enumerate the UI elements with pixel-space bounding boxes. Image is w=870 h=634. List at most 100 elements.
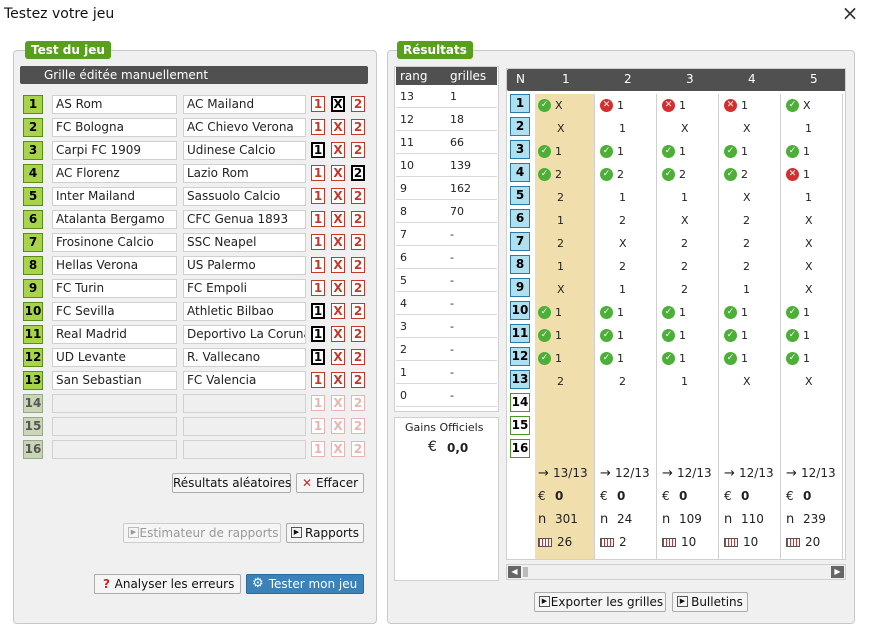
choice-box-x[interactable]: X <box>331 257 345 273</box>
choice-box-1[interactable]: 1 <box>311 349 325 365</box>
choice-box-2[interactable]: 2 <box>351 234 365 250</box>
choice-box-x[interactable]: X <box>331 372 345 388</box>
choice-box-1[interactable]: 1 <box>311 395 325 411</box>
choice-box-1[interactable]: 1 <box>311 142 325 158</box>
away-team-field[interactable]: FC Valencia <box>183 371 306 390</box>
away-team-field[interactable] <box>183 440 306 459</box>
away-team-field[interactable] <box>183 394 306 413</box>
away-team-field[interactable]: Lazio Rom <box>183 164 306 183</box>
away-team-field[interactable]: AC Chievo Verona <box>183 118 306 137</box>
away-team-field[interactable]: FC Empoli <box>183 279 306 298</box>
choice-box-x[interactable]: X <box>331 119 345 135</box>
away-team-field[interactable]: Sassuolo Calcio <box>183 187 306 206</box>
choice-box-1[interactable]: 1 <box>311 280 325 296</box>
choice-box-2[interactable]: 2 <box>351 96 365 112</box>
scroll-thumb[interactable] <box>523 567 528 577</box>
estimator-label: Estimateur de rapports <box>139 526 279 540</box>
choice-box-x[interactable]: X <box>331 142 345 158</box>
choice-box-x[interactable]: X <box>331 326 345 342</box>
choice-box-1[interactable]: 1 <box>311 418 325 434</box>
choice-box-2[interactable]: 2 <box>351 395 365 411</box>
home-team-field[interactable]: Hellas Verona <box>52 256 177 275</box>
choice-box-x[interactable]: X <box>331 188 345 204</box>
choice-box-1[interactable]: 1 <box>311 441 325 457</box>
away-team-field[interactable]: CFC Genua 1893 <box>183 210 306 229</box>
choice-box-2[interactable]: 2 <box>351 165 365 181</box>
home-team-field[interactable]: Atalanta Bergamo <box>52 210 177 229</box>
gains-label: Gains Officiels <box>405 421 484 434</box>
choice-box-1[interactable]: 1 <box>311 211 325 227</box>
clear-button[interactable]: ✕ Effacer <box>296 473 364 493</box>
choice-box-1[interactable]: 1 <box>311 303 325 319</box>
home-team-field[interactable] <box>52 417 177 436</box>
home-team-field[interactable]: Frosinone Calcio <box>52 233 177 252</box>
home-team-field[interactable] <box>52 440 177 459</box>
choice-box-1[interactable]: 1 <box>311 372 325 388</box>
away-team-field[interactable]: US Palermo <box>183 256 306 275</box>
choice-box-x[interactable]: X <box>331 211 345 227</box>
choice-box-x[interactable]: X <box>331 418 345 434</box>
home-team-field[interactable]: AS Rom <box>52 95 177 114</box>
choice-box-2[interactable]: 2 <box>351 142 365 158</box>
scroll-right-icon[interactable]: ▶ <box>831 566 844 578</box>
choice-box-x[interactable]: X <box>331 165 345 181</box>
home-team-field[interactable] <box>52 394 177 413</box>
choice-box-2[interactable]: 2 <box>351 257 365 273</box>
choice-box-x[interactable]: X <box>331 234 345 250</box>
choice-box-2[interactable]: 2 <box>351 418 365 434</box>
home-team-field[interactable]: Real Madrid <box>52 325 177 344</box>
away-team-field[interactable] <box>183 417 306 436</box>
choice-box-1[interactable]: 1 <box>311 96 325 112</box>
away-team-field[interactable]: Udinese Calcio <box>183 141 306 160</box>
home-team-field[interactable]: FC Turin <box>52 279 177 298</box>
choice-box-1[interactable]: 1 <box>311 165 325 181</box>
away-team-field[interactable]: Athletic Bilbao <box>183 302 306 321</box>
home-team-field[interactable]: Inter Mailand <box>52 187 177 206</box>
choice-box-2[interactable]: 2 <box>351 303 365 319</box>
bulletins-button[interactable]: ▶ Bulletins <box>672 592 748 612</box>
grid-cell: 1 <box>535 209 595 232</box>
choice-box-x[interactable]: X <box>331 280 345 296</box>
choice-box-x[interactable]: X <box>331 303 345 319</box>
choice-box-2[interactable]: 2 <box>351 349 365 365</box>
n-stat: n 301 <box>535 508 595 531</box>
horizontal-scrollbar[interactable]: ◀ ▶ <box>506 564 846 580</box>
estimator-button[interactable]: ▶ Estimateur de rapports <box>123 523 281 543</box>
choice-box-2[interactable]: 2 <box>351 211 365 227</box>
choice-box-x[interactable]: X <box>331 349 345 365</box>
choice-box-1[interactable]: 1 <box>311 257 325 273</box>
choice-box-1[interactable]: 1 <box>311 234 325 250</box>
grid-count: 162 <box>450 182 471 195</box>
export-grids-button[interactable]: ▶ Exporter les grilles <box>534 592 666 612</box>
home-team-field[interactable]: San Sebastian <box>52 371 177 390</box>
home-team-field[interactable]: FC Sevilla <box>52 302 177 321</box>
test-game-button[interactable]: ⚙ Tester mon jeu <box>246 574 364 594</box>
choice-box-2[interactable]: 2 <box>351 119 365 135</box>
choice-box-2[interactable]: 2 <box>351 326 365 342</box>
away-team-field[interactable]: AC Mailand <box>183 95 306 114</box>
home-team-field[interactable]: AC Florenz <box>52 164 177 183</box>
away-team-field[interactable]: SSC Neapel <box>183 233 306 252</box>
choice-box-2[interactable]: 2 <box>351 188 365 204</box>
home-team-field[interactable]: Carpi FC 1909 <box>52 141 177 160</box>
choice-box-x[interactable]: X <box>331 441 345 457</box>
choice-box-x[interactable]: X <box>331 395 345 411</box>
reports-button[interactable]: ▶ Rapports <box>286 523 364 543</box>
close-icon[interactable]: × <box>841 1 859 25</box>
random-results-button[interactable]: Résultats aléatoires <box>172 473 291 493</box>
choice-box-x[interactable]: X <box>331 96 345 112</box>
away-team-field[interactable]: R. Vallecano <box>183 348 306 367</box>
away-team-field[interactable]: Deportivo La Coruna <box>183 325 306 344</box>
choice-box-1[interactable]: 1 <box>311 119 325 135</box>
scroll-left-icon[interactable]: ◀ <box>508 566 521 578</box>
analyze-errors-button[interactable]: ? Analyser les erreurs <box>94 574 241 594</box>
home-team-field[interactable]: FC Bologna <box>52 118 177 137</box>
choice-box-2[interactable]: 2 <box>351 372 365 388</box>
choice-box-2[interactable]: 2 <box>351 280 365 296</box>
choice-box-1[interactable]: 1 <box>311 326 325 342</box>
rank-value: 8 <box>400 205 407 218</box>
choice-box-2[interactable]: 2 <box>351 441 365 457</box>
home-team-field[interactable]: UD Levante <box>52 348 177 367</box>
choice-box-1[interactable]: 1 <box>311 188 325 204</box>
gains-currency: € <box>428 439 437 455</box>
